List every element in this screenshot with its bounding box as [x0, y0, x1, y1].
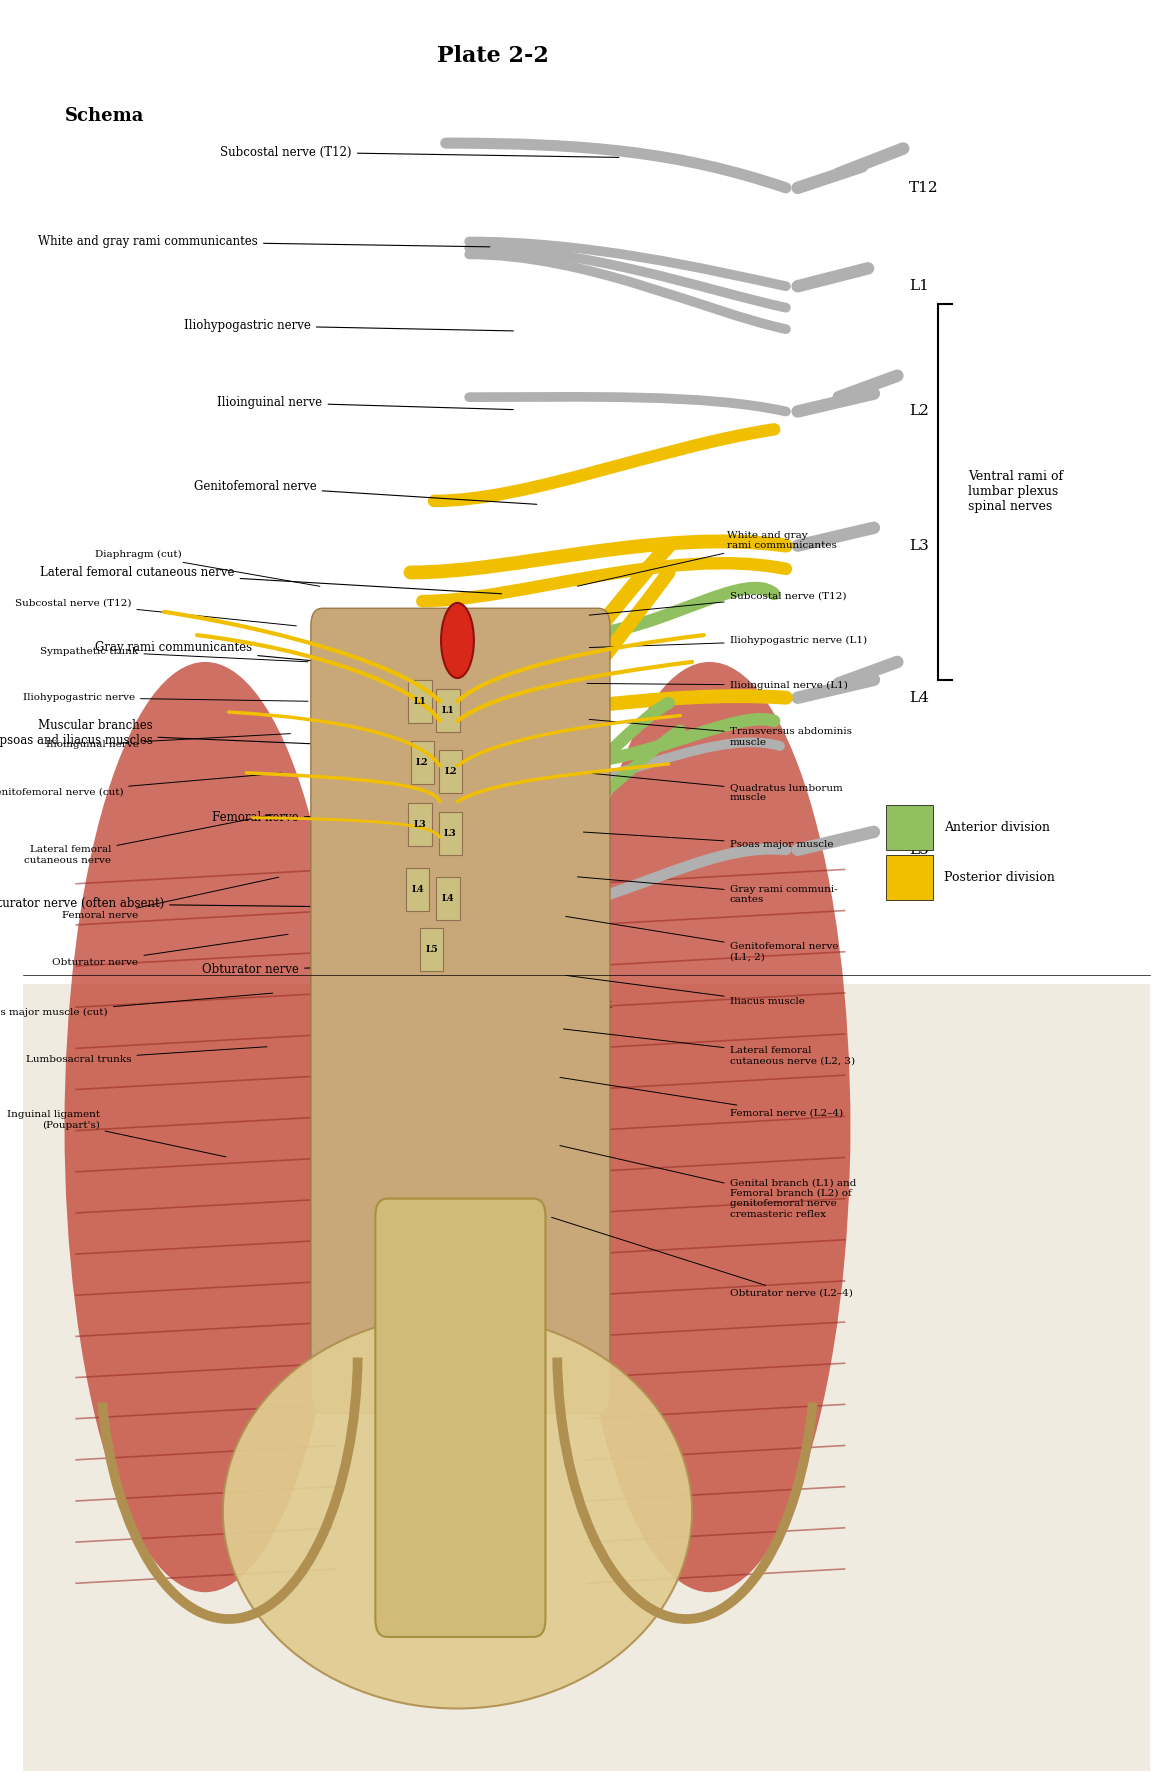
- FancyBboxPatch shape: [406, 868, 429, 911]
- Text: L3: L3: [909, 538, 929, 553]
- Text: L5: L5: [426, 945, 438, 955]
- Text: Subcostal nerve (T12): Subcostal nerve (T12): [221, 145, 619, 159]
- FancyBboxPatch shape: [375, 1199, 545, 1637]
- Text: White and gray rami communicantes: White and gray rami communicantes: [39, 234, 490, 249]
- Text: L1: L1: [442, 705, 454, 716]
- Text: L3: L3: [414, 819, 426, 830]
- Text: Obturator nerve: Obturator nerve: [53, 934, 289, 968]
- FancyBboxPatch shape: [886, 855, 933, 900]
- Ellipse shape: [441, 603, 474, 678]
- Text: L5: L5: [909, 843, 929, 857]
- Text: Genitofemoral nerve
(L1, 2): Genitofemoral nerve (L1, 2): [565, 916, 838, 961]
- Text: L3: L3: [445, 828, 456, 839]
- Text: White and gray
rami communicantes: White and gray rami communicantes: [577, 531, 838, 587]
- Text: Inguinal ligament
(Poupart's): Inguinal ligament (Poupart's): [7, 1111, 226, 1157]
- Ellipse shape: [65, 662, 346, 1592]
- Text: Ventral rami of
lumbar plexus
spinal nerves: Ventral rami of lumbar plexus spinal ner…: [968, 471, 1063, 513]
- Ellipse shape: [223, 1315, 692, 1708]
- Text: Gray rami communi-
cantes: Gray rami communi- cantes: [577, 877, 838, 903]
- Text: Iliohypogastric nerve (L1): Iliohypogastric nerve (L1): [589, 635, 867, 648]
- Text: Femoral nerve: Femoral nerve: [62, 877, 279, 921]
- Text: Lumbosacral trunk: Lumbosacral trunk: [491, 998, 611, 1011]
- Text: Posterior division: Posterior division: [944, 871, 1056, 884]
- Text: Genitofemoral nerve (cut): Genitofemoral nerve (cut): [0, 773, 282, 798]
- Text: Plate 2-2: Plate 2-2: [436, 45, 549, 66]
- Text: Diaphragm (cut): Diaphragm (cut): [95, 549, 320, 587]
- Text: L1: L1: [909, 279, 929, 293]
- FancyBboxPatch shape: [439, 750, 462, 793]
- FancyBboxPatch shape: [436, 877, 460, 920]
- Text: Quadratus lumborum
muscle: Quadratus lumborum muscle: [589, 773, 842, 801]
- FancyBboxPatch shape: [408, 680, 432, 723]
- Text: Iliohypogastric nerve: Iliohypogastric nerve: [184, 318, 514, 333]
- Text: Lateral femoral
cutaneous nerve (L2, 3): Lateral femoral cutaneous nerve (L2, 3): [563, 1029, 855, 1064]
- FancyBboxPatch shape: [886, 805, 933, 850]
- FancyBboxPatch shape: [436, 689, 460, 732]
- Text: Lumbosacral trunks: Lumbosacral trunks: [26, 1047, 267, 1064]
- Text: Accessory obturator nerve (often absent): Accessory obturator nerve (often absent): [0, 896, 514, 911]
- Text: Lateral femoral cutaneous nerve: Lateral femoral cutaneous nerve: [40, 565, 502, 594]
- Text: Psoas major muscle (cut): Psoas major muscle (cut): [0, 993, 273, 1018]
- FancyBboxPatch shape: [411, 741, 434, 784]
- Text: Femoral nerve: Femoral nerve: [212, 810, 467, 825]
- Text: Obturator nerve: Obturator nerve: [202, 962, 502, 977]
- Text: Ilioinguinal nerve: Ilioinguinal nerve: [46, 733, 291, 750]
- FancyBboxPatch shape: [408, 803, 432, 846]
- FancyBboxPatch shape: [420, 928, 443, 971]
- Text: Obturator nerve (L2–4): Obturator nerve (L2–4): [551, 1217, 853, 1299]
- Text: Anterior division: Anterior division: [944, 821, 1050, 834]
- Text: L2: L2: [909, 404, 929, 419]
- Text: Schema: Schema: [65, 107, 144, 125]
- Text: Ilioinguinal nerve (L1): Ilioinguinal nerve (L1): [586, 680, 847, 691]
- Text: Subcostal nerve (T12): Subcostal nerve (T12): [15, 598, 297, 626]
- Text: Ilioinguinal nerve: Ilioinguinal nerve: [217, 395, 514, 410]
- Text: Subcostal nerve (T12): Subcostal nerve (T12): [589, 590, 846, 615]
- Text: Gray rami communicantes: Gray rami communicantes: [95, 640, 549, 683]
- FancyBboxPatch shape: [439, 812, 462, 855]
- Ellipse shape: [569, 662, 850, 1592]
- Text: T12: T12: [909, 181, 938, 195]
- Text: Muscular branches
to psoas and iliacus muscles: Muscular branches to psoas and iliacus m…: [0, 719, 490, 751]
- Text: Sympathetic trunk: Sympathetic trunk: [40, 646, 308, 662]
- Text: L1: L1: [414, 696, 426, 707]
- Text: Iliohypogastric nerve: Iliohypogastric nerve: [22, 692, 308, 703]
- Text: Psoas major muscle: Psoas major muscle: [583, 832, 833, 850]
- Text: L2: L2: [416, 757, 428, 767]
- Text: Genitofemoral nerve: Genitofemoral nerve: [194, 479, 537, 504]
- Text: Femoral nerve (L2–4): Femoral nerve (L2–4): [560, 1077, 842, 1118]
- Text: L4: L4: [442, 893, 454, 903]
- FancyBboxPatch shape: [23, 984, 1150, 1771]
- Text: Iliacus muscle: Iliacus muscle: [565, 975, 805, 1007]
- Text: L4: L4: [909, 691, 929, 705]
- Text: L2: L2: [445, 766, 456, 776]
- Text: Genital branch (L1) and
Femoral branch (L2) of
genitofemoral nerve
cremasteric r: Genital branch (L1) and Femoral branch (…: [560, 1145, 856, 1218]
- Text: L4: L4: [412, 884, 423, 894]
- Text: Transversus abdominis
muscle: Transversus abdominis muscle: [589, 719, 852, 746]
- Text: Lateral femoral
cutaneous nerve: Lateral femoral cutaneous nerve: [25, 814, 273, 864]
- FancyBboxPatch shape: [311, 608, 610, 1413]
